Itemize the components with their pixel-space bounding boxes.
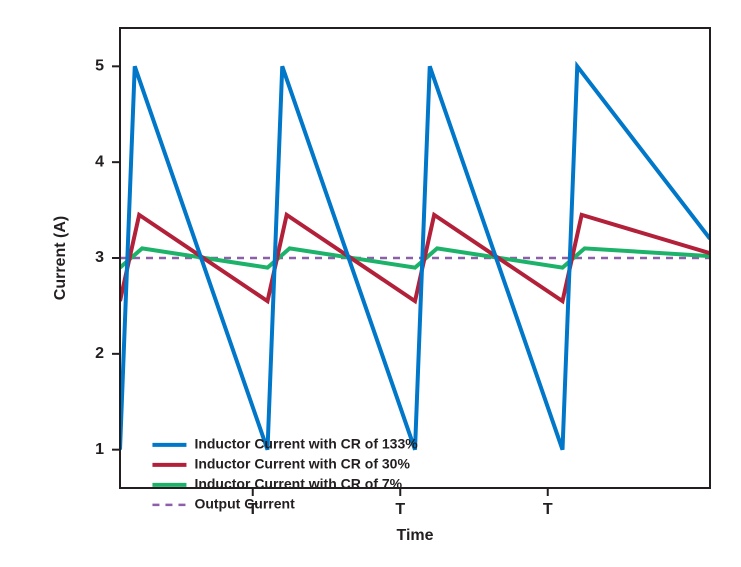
legend-label-cr133: Inductor Current with CR of 133% (194, 436, 418, 452)
chart-container: 12345TTTCurrent (A)TimeInductor Current … (0, 0, 741, 567)
x-axis-label: Time (396, 527, 433, 544)
legend-label-cr30: Inductor Current with CR of 30% (194, 456, 410, 472)
legend-label-output: Output Current (194, 496, 295, 512)
x-tick-label: T (543, 501, 553, 518)
y-tick-label: 4 (95, 153, 104, 170)
y-axis-label: Current (A) (52, 216, 69, 300)
y-tick-label: 3 (95, 249, 104, 266)
legend-label-cr7: Inductor Current with CR of 7% (194, 476, 402, 492)
chart-svg: 12345TTTCurrent (A)TimeInductor Current … (0, 0, 741, 567)
y-tick-label: 2 (95, 345, 104, 362)
y-tick-label: 1 (95, 441, 104, 458)
x-tick-label: T (395, 501, 405, 518)
y-tick-label: 5 (95, 58, 104, 75)
